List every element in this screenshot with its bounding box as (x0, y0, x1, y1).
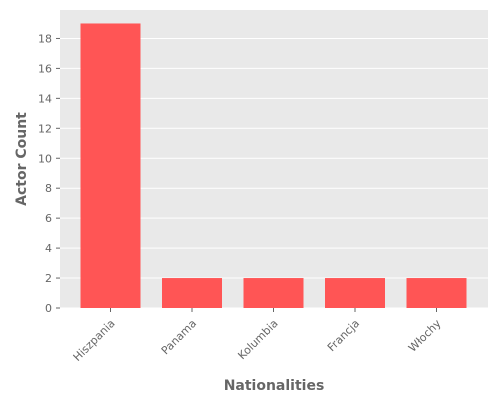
x-tick-label: Francja (325, 317, 362, 354)
x-tick-label: Hiszpania (71, 317, 118, 364)
y-tick-label: 10 (38, 152, 52, 165)
x-tick-label: Panama (159, 317, 199, 357)
x-tick-label: Włochy (406, 317, 444, 355)
y-tick-label: 8 (45, 182, 52, 195)
x-tick-label: Kolumbia (235, 317, 280, 362)
bar-francja (325, 278, 385, 308)
bar-kolumbia (243, 278, 304, 308)
y-axis-ticks: 0 2 4 6 8 10 12 14 16 18 (38, 32, 60, 315)
y-axis-title: Actor Count (14, 112, 30, 206)
y-tick-label: 14 (38, 92, 52, 105)
bar-włochy (406, 278, 467, 308)
y-tick-label: 16 (38, 62, 52, 75)
bar-panama (162, 278, 222, 308)
y-tick-label: 2 (45, 272, 52, 285)
y-tick-label: 4 (45, 242, 52, 255)
bar-hiszpania (80, 23, 141, 308)
y-tick-label: 18 (38, 32, 52, 45)
bars (80, 23, 467, 308)
y-tick-label: 6 (45, 212, 52, 225)
x-axis-ticks: Hiszpania Panama Kolumbia Francja Włochy (71, 308, 444, 364)
y-tick-label: 12 (38, 122, 52, 135)
y-tick-label: 0 (45, 302, 52, 315)
x-axis-title: Nationalities (224, 378, 325, 394)
